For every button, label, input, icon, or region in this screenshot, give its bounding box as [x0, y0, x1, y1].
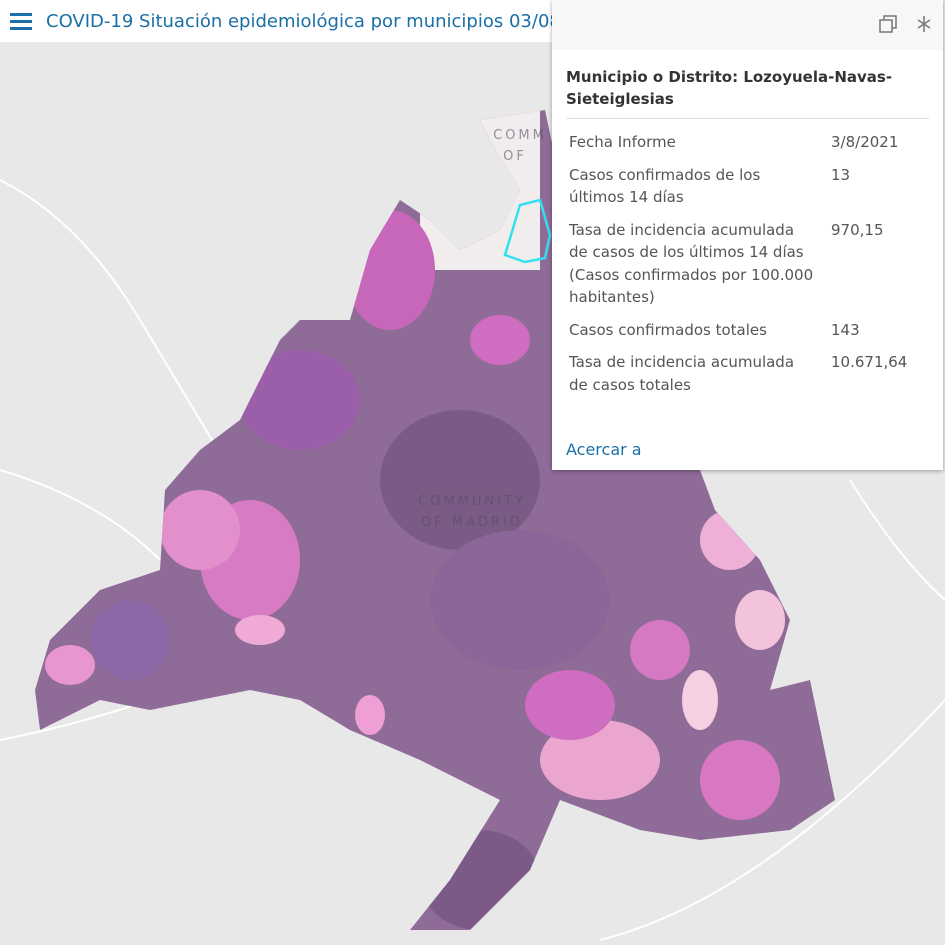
attribute-row: Casos confirmados totales 143 — [569, 319, 935, 342]
attribute-label: Fecha Informe — [569, 133, 676, 151]
attribute-table: Fecha Informe 3/8/2021 Casos confirmados d… — [569, 131, 935, 406]
popup: Municipio o Distrito: Lozoyuela-Navas-Si… — [552, 0, 943, 470]
map-label: COMMUNITY — [418, 494, 526, 509]
separator — [566, 118, 929, 119]
attribute-label: Tasa de incidencia acumulada de casos to… — [569, 353, 795, 394]
map-label: OF MADRID — [421, 515, 523, 530]
attribute-row: Casos confirmados de los últimos 14 días… — [569, 164, 935, 209]
map-label: COMM — [493, 128, 547, 143]
attribute-value: 143 — [831, 320, 860, 339]
header-bar: COVID-19 Situación epidemiológica por mu… — [0, 0, 634, 42]
attribute-label: Casos confirmados totales — [569, 320, 767, 339]
header-title: COVID-19 Situación epidemiológica por mu… — [46, 10, 613, 32]
attribute-value: 10.671,64 — [831, 353, 908, 371]
attribute-value: 13 — [831, 165, 851, 184]
map-label: OF — [503, 149, 527, 164]
maximize-button[interactable] — [878, 14, 898, 34]
attribute-value: 3/8/2021 — [831, 133, 899, 151]
zoom-link[interactable]: Acercar a — [566, 440, 642, 459]
close-button[interactable] — [914, 14, 934, 34]
popup-toolbar — [552, 0, 943, 50]
attribute-value: 970,15 — [831, 220, 884, 239]
menu-button[interactable] — [10, 9, 32, 34]
popup-title: Municipio o Distrito: Lozoyuela-Navas-Si… — [566, 68, 893, 108]
attribute-row: Fecha Informe 3/8/2021 — [569, 131, 935, 154]
attribute-label: Tasa de incidencia acumulada de casos de… — [569, 220, 814, 307]
attribute-label: Casos confirmados de los últimos 14 días — [569, 165, 761, 207]
selected-municipality — [503, 198, 552, 264]
attribute-row: Tasa de incidencia acumulada de casos to… — [569, 351, 935, 396]
attribute-row: Tasa de incidencia acumulada de casos de… — [569, 219, 935, 309]
